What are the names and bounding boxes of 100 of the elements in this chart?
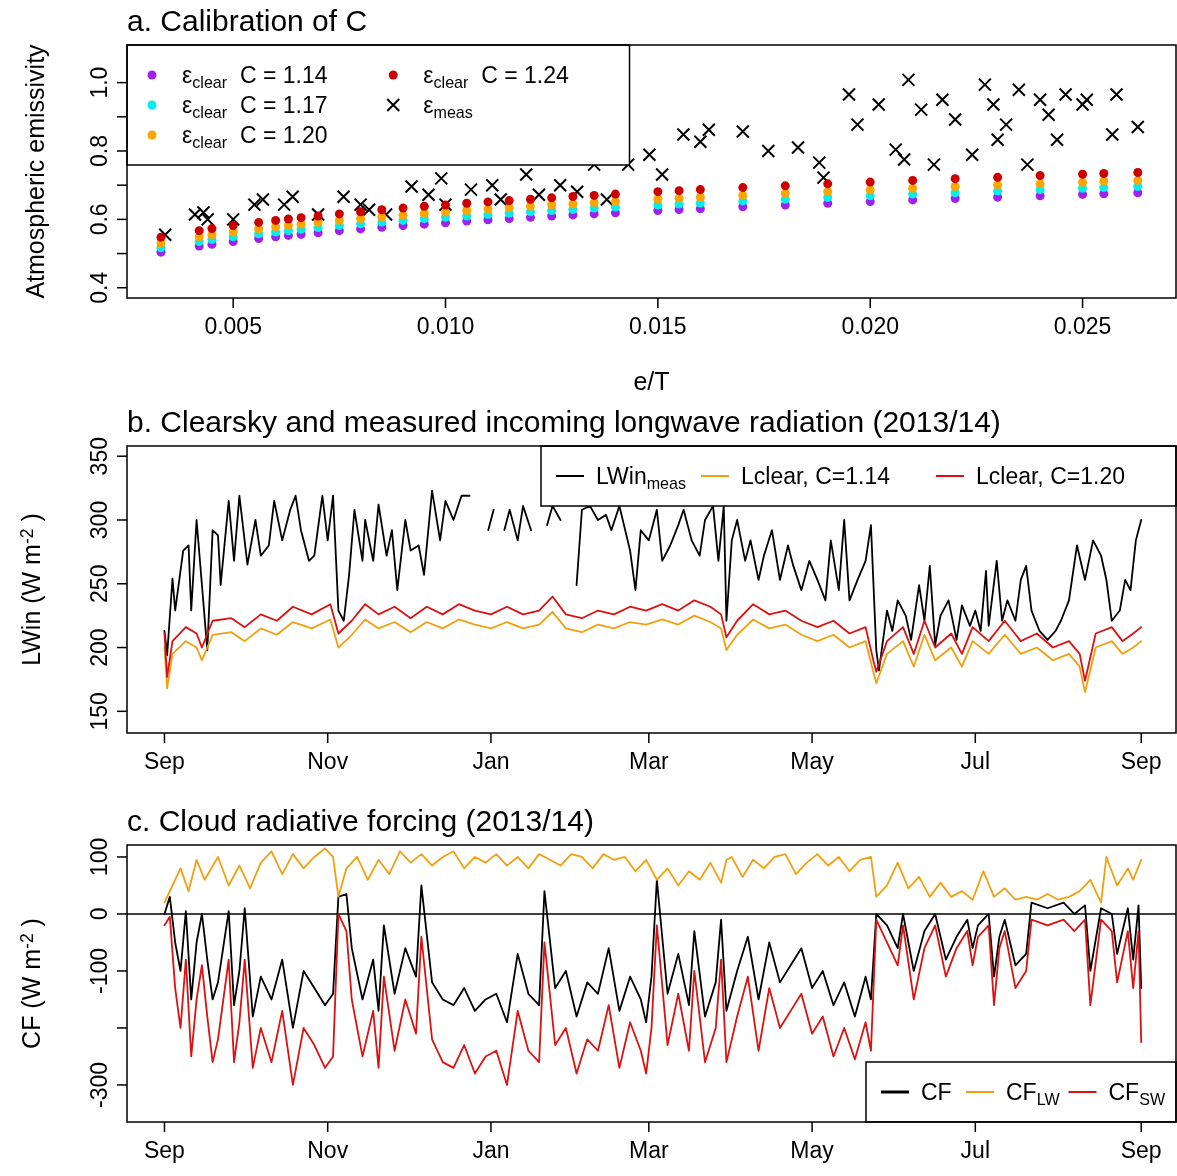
- x-tick-label: Jul: [960, 1137, 990, 1163]
- line-series: [163, 610, 1143, 694]
- legend-label: Lclear, C=1.20: [976, 463, 1125, 489]
- x-tick-label: 0.015: [629, 313, 687, 339]
- point: [1078, 177, 1088, 187]
- y-tick-label: -300: [86, 1061, 112, 1108]
- y-tick-label: 250: [86, 564, 112, 603]
- legend-label: ε$_{clear}$ C = 1.14: [182, 62, 328, 91]
- point: [589, 190, 599, 200]
- legend-label: CF: [921, 1079, 952, 1105]
- line-series: [163, 595, 1143, 682]
- point: [865, 185, 875, 195]
- x-tick-label: Sep: [144, 748, 185, 774]
- legend-label: ε$_{clear}$ C = 1.20: [182, 122, 328, 151]
- point: [738, 183, 748, 193]
- point: [228, 221, 238, 231]
- y-tick-label: 100: [86, 837, 112, 877]
- point: [377, 205, 387, 215]
- point: [865, 177, 875, 187]
- legend-label: CF$_{LW}$: [1006, 1079, 1061, 1108]
- point: [283, 214, 293, 224]
- chart-title: a. Calibration of C: [127, 4, 368, 37]
- x-tick-label: Mar: [629, 1137, 669, 1163]
- y-tick-label: 0: [86, 907, 112, 921]
- legend-label: LWin$_{meas}$: [596, 463, 687, 492]
- point: [1099, 169, 1109, 179]
- point: [780, 188, 790, 198]
- point: [908, 183, 918, 193]
- y-tick-label: 1.0: [86, 66, 112, 99]
- point: [1133, 175, 1143, 185]
- chart-title: b. Clearsky and measured incoming longwave radiation (2013/14): [127, 405, 1001, 438]
- point: [462, 198, 472, 208]
- point: [1035, 171, 1045, 181]
- x-tick-label: Jan: [472, 748, 510, 774]
- point: [950, 182, 960, 192]
- point: [296, 213, 306, 223]
- point: [653, 194, 663, 204]
- x-tick-label: Nov: [307, 748, 349, 774]
- legend-label: ε$_{meas}$: [423, 92, 473, 121]
- point: [1099, 176, 1109, 186]
- point: [950, 174, 960, 184]
- y-tick-label: 200: [86, 628, 112, 667]
- x-tick-label: Jan: [472, 1137, 510, 1163]
- y-tick-label: -100: [86, 947, 112, 994]
- point: [695, 185, 705, 195]
- point: [504, 196, 514, 206]
- x-tick-label: Sep: [1120, 1137, 1162, 1163]
- point: [254, 217, 264, 227]
- y-tick-label: 350: [86, 437, 112, 476]
- point: [1078, 169, 1088, 179]
- point: [356, 207, 366, 217]
- point: [653, 187, 663, 197]
- x-tick-label: Sep: [144, 1137, 185, 1163]
- point: [334, 209, 344, 219]
- point: [823, 187, 833, 197]
- point: [271, 215, 281, 225]
- point: [525, 201, 535, 211]
- x-tick-label: May: [790, 1137, 835, 1163]
- point: [207, 224, 217, 234]
- x-tick-label: 0.020: [841, 313, 899, 339]
- point: [194, 226, 204, 236]
- x-tick-label: Nov: [307, 1137, 349, 1163]
- chart-title: c. Cloud radiative forcing (2013/14): [127, 804, 594, 837]
- x-axis-title: e/T: [633, 367, 670, 395]
- legend-label: ε$_{clear}$ C = 1.24: [423, 62, 569, 91]
- point: [156, 232, 166, 242]
- y-tick-label: 150: [86, 692, 112, 731]
- legend-label: CF$_{SW}$: [1108, 1079, 1166, 1108]
- x-tick-label: 0.005: [204, 313, 262, 339]
- point: [610, 197, 620, 207]
- point: [1035, 179, 1045, 189]
- point: [547, 193, 557, 203]
- y-tick-label: 0.4: [86, 271, 112, 304]
- legend-label: Lclear, C=1.14: [741, 463, 891, 489]
- point: [993, 180, 1003, 190]
- y-tick-label: 300: [86, 500, 112, 540]
- point: [483, 197, 493, 207]
- point: [1133, 168, 1143, 178]
- point: [525, 194, 535, 204]
- x-tick-label: May: [790, 748, 835, 774]
- point: [398, 203, 408, 213]
- y-axis-title: Atmospheric emissivity: [21, 43, 49, 299]
- point: [738, 190, 748, 200]
- x-tick-label: 0.025: [1053, 313, 1112, 339]
- point: [419, 209, 429, 219]
- x-tick-label: 0.010: [416, 313, 475, 339]
- point: [419, 201, 429, 211]
- point: [908, 175, 918, 185]
- point: [695, 192, 705, 202]
- point: [610, 189, 620, 199]
- point: [674, 186, 684, 196]
- point: [823, 179, 833, 189]
- y-tick-label: 0.8: [86, 134, 112, 167]
- x-tick-label: Jul: [960, 748, 990, 774]
- point: [313, 211, 323, 221]
- point: [674, 193, 684, 203]
- line-series: [163, 847, 1143, 904]
- legend-label: ε$_{clear}$ C = 1.17: [182, 92, 328, 121]
- point: [993, 172, 1003, 182]
- x-tick-label: Sep: [1120, 748, 1162, 774]
